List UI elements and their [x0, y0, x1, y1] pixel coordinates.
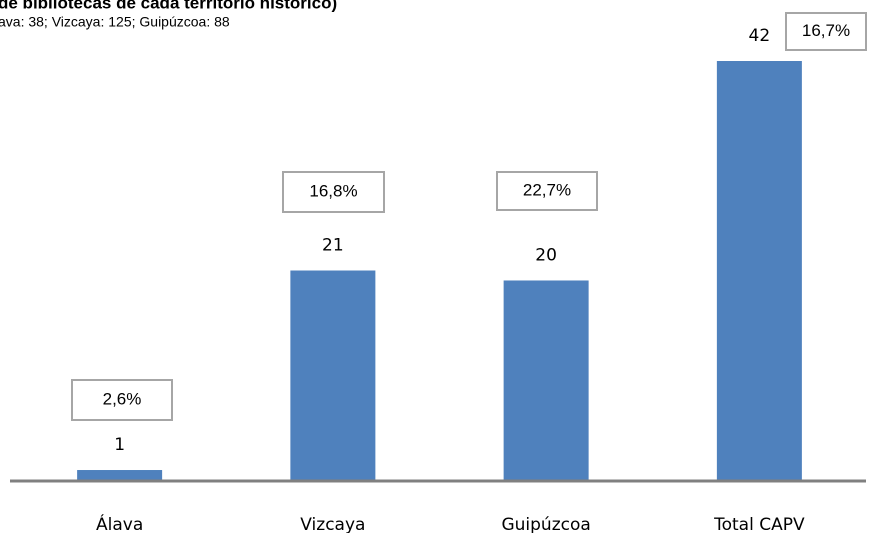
chart-subtitle: ava: 38; Vizcaya: 125; Guipúzcoa: 88 — [0, 14, 230, 30]
annotation: 16,8% — [309, 181, 357, 200]
x-tick-label: Total CAPV — [713, 515, 805, 533]
annotation-box — [785, 12, 867, 51]
annotation-box — [496, 171, 598, 211]
value-label: 1 — [114, 435, 125, 455]
annotation-box — [71, 379, 173, 421]
x-tick-label: Álava — [96, 513, 143, 533]
value-label: 42 — [749, 26, 771, 46]
value-label: 20 — [535, 245, 557, 265]
bar — [503, 280, 589, 480]
chart-title: de bibliotecas de cada territorio histór… — [0, 0, 337, 12]
x-tick-label: Vizcaya — [300, 515, 365, 533]
bar — [716, 61, 802, 480]
value-label: 21 — [322, 236, 344, 256]
x-tick-label: Guipúzcoa — [501, 515, 590, 533]
annotation: 16,7% — [802, 21, 850, 40]
annotation: 2,6% — [103, 389, 142, 408]
bar — [77, 470, 163, 480]
annotation: 22,7% — [523, 180, 571, 199]
annotation-box — [282, 171, 385, 213]
bar — [290, 270, 376, 480]
